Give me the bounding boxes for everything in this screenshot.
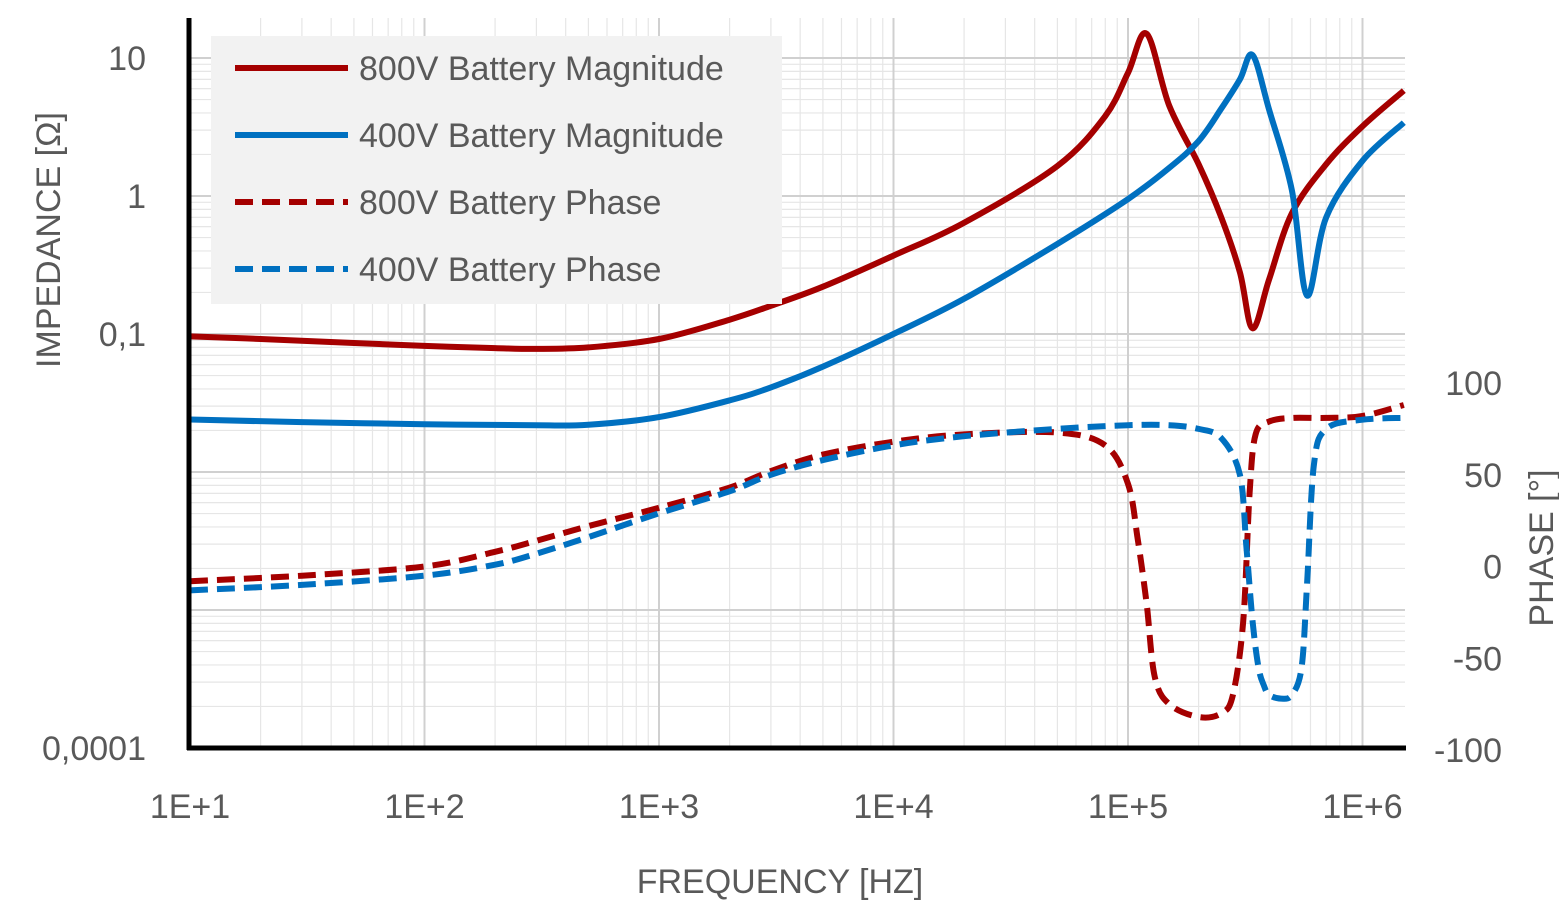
legend-label: 800V Battery Magnitude [359, 50, 724, 88]
x-tick-label: 1E+6 [1322, 788, 1402, 826]
y-axis-title: IMPEDANCE [Ω] [30, 112, 68, 368]
legend-label: 800V Battery Phase [359, 184, 661, 222]
y-tick-label: 10 [108, 40, 146, 78]
y-tick-label: 0,1 [99, 316, 146, 354]
series-800v-battery-magnitude [189, 30, 1406, 352]
x-tick-label: 1E+4 [853, 788, 933, 826]
x-tick-label: 1E+5 [1088, 788, 1168, 826]
legend: 800V Battery Magnitude 400V Battery Magni… [211, 36, 782, 304]
y2-tick-label: -100 [1434, 732, 1502, 770]
y2-tick-label: 50 [1464, 457, 1502, 495]
series-400v-battery-phase [189, 414, 1404, 702]
legend-label: 400V Battery Magnitude [359, 117, 724, 155]
y2-tick-label: 100 [1445, 365, 1502, 403]
x-tick-label: 1E+3 [619, 788, 699, 826]
y2-axis-title: PHASE [°] [1523, 469, 1559, 626]
y-tick-labels: 10 1 0,1 0,0001 [42, 40, 146, 768]
y-tick-label: 1 [127, 178, 146, 216]
series-800v-battery-phase [189, 402, 1405, 721]
x-tick-label: 1E+2 [384, 788, 464, 826]
series-layer [189, 30, 1406, 721]
y2-tick-label: 0 [1483, 549, 1502, 587]
legend-box [211, 36, 782, 304]
y2-tick-label: -50 [1453, 640, 1502, 678]
series-400v-battery-magnitude [189, 51, 1406, 429]
x-tick-label: 1E+1 [150, 788, 230, 826]
y-tick-label: 0,0001 [42, 730, 146, 768]
x-tick-labels: 1E+1 1E+2 1E+3 1E+4 1E+5 1E+6 [150, 788, 1403, 826]
legend-label: 400V Battery Phase [359, 251, 661, 289]
y2-tick-labels: 100 50 0 -50 -100 [1434, 365, 1502, 770]
x-axis-title: FREQUENCY [HZ] [637, 863, 924, 901]
